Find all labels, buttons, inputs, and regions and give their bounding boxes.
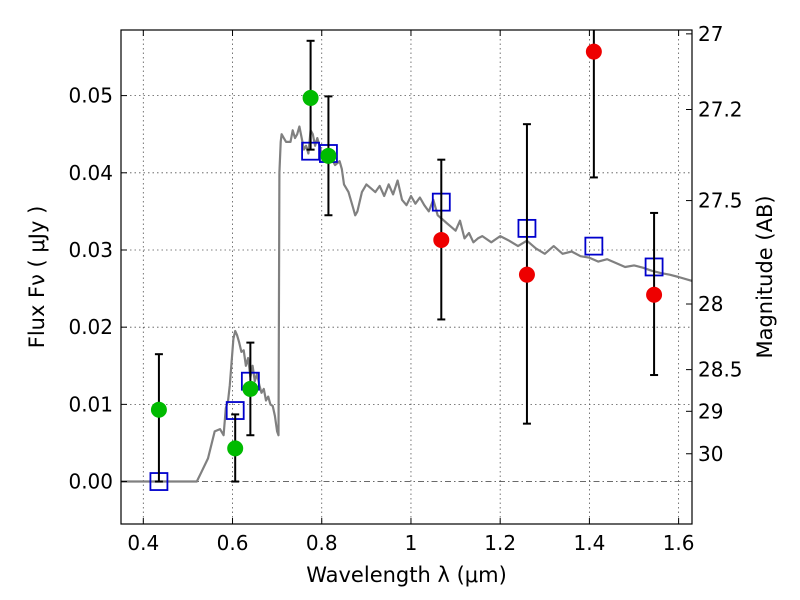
- x-axis-label: Wavelength λ (μm): [306, 563, 507, 587]
- right-tick-label: 27.5: [698, 189, 743, 213]
- x-tick-label: 0.4: [127, 531, 159, 555]
- grid: [121, 30, 692, 524]
- y-tick-label: 0.01: [68, 392, 113, 416]
- detection-point: [150, 401, 167, 418]
- upper-limit-point: [433, 231, 450, 248]
- model-photometry-square: [584, 236, 604, 256]
- y-axis-label: Flux Fν ( μJy ): [25, 206, 49, 349]
- y-tick-label: 0.00: [68, 470, 113, 494]
- y-tick-label: 0.04: [68, 161, 113, 185]
- y-tick-label: 0.02: [68, 315, 113, 339]
- x-tick-label: 1.4: [573, 531, 605, 555]
- x-tick-label: 0.6: [217, 531, 249, 555]
- x-tick-label: 1.6: [663, 531, 695, 555]
- model-sed-line: [121, 125, 692, 483]
- axes: 0.4 0.6 0.8 1 1.2 1.4 1.6 0.00 0.01 0.02 0.03 0.04 0…: [68, 22, 742, 555]
- x-tick-label: 1: [405, 531, 418, 555]
- x-tick-label: 0.8: [306, 531, 338, 555]
- right-tick-label: 27.2: [698, 98, 743, 122]
- right-tick-label: 28: [698, 292, 723, 316]
- upper-limit-point: [646, 286, 663, 303]
- y-tick-label: 0.03: [68, 238, 113, 262]
- series-layer: [121, 30, 692, 491]
- x-tick-label: 1.2: [484, 531, 516, 555]
- detection-point: [320, 147, 337, 164]
- detection-point: [227, 440, 244, 457]
- right-tick-label: 27: [698, 22, 723, 46]
- y-tick-label: 0.05: [68, 84, 113, 108]
- right-tick-label: 30: [698, 442, 723, 466]
- right-tick-label: 28.5: [698, 358, 743, 382]
- detection-point: [242, 380, 259, 397]
- plot-frame: [120, 29, 693, 525]
- right-tick-label: 29: [698, 399, 723, 423]
- upper-limit-point: [518, 266, 535, 283]
- right-axis-label: Magnitude (AB): [753, 195, 777, 358]
- upper-limit-point: [585, 43, 602, 60]
- detection-point: [302, 89, 319, 106]
